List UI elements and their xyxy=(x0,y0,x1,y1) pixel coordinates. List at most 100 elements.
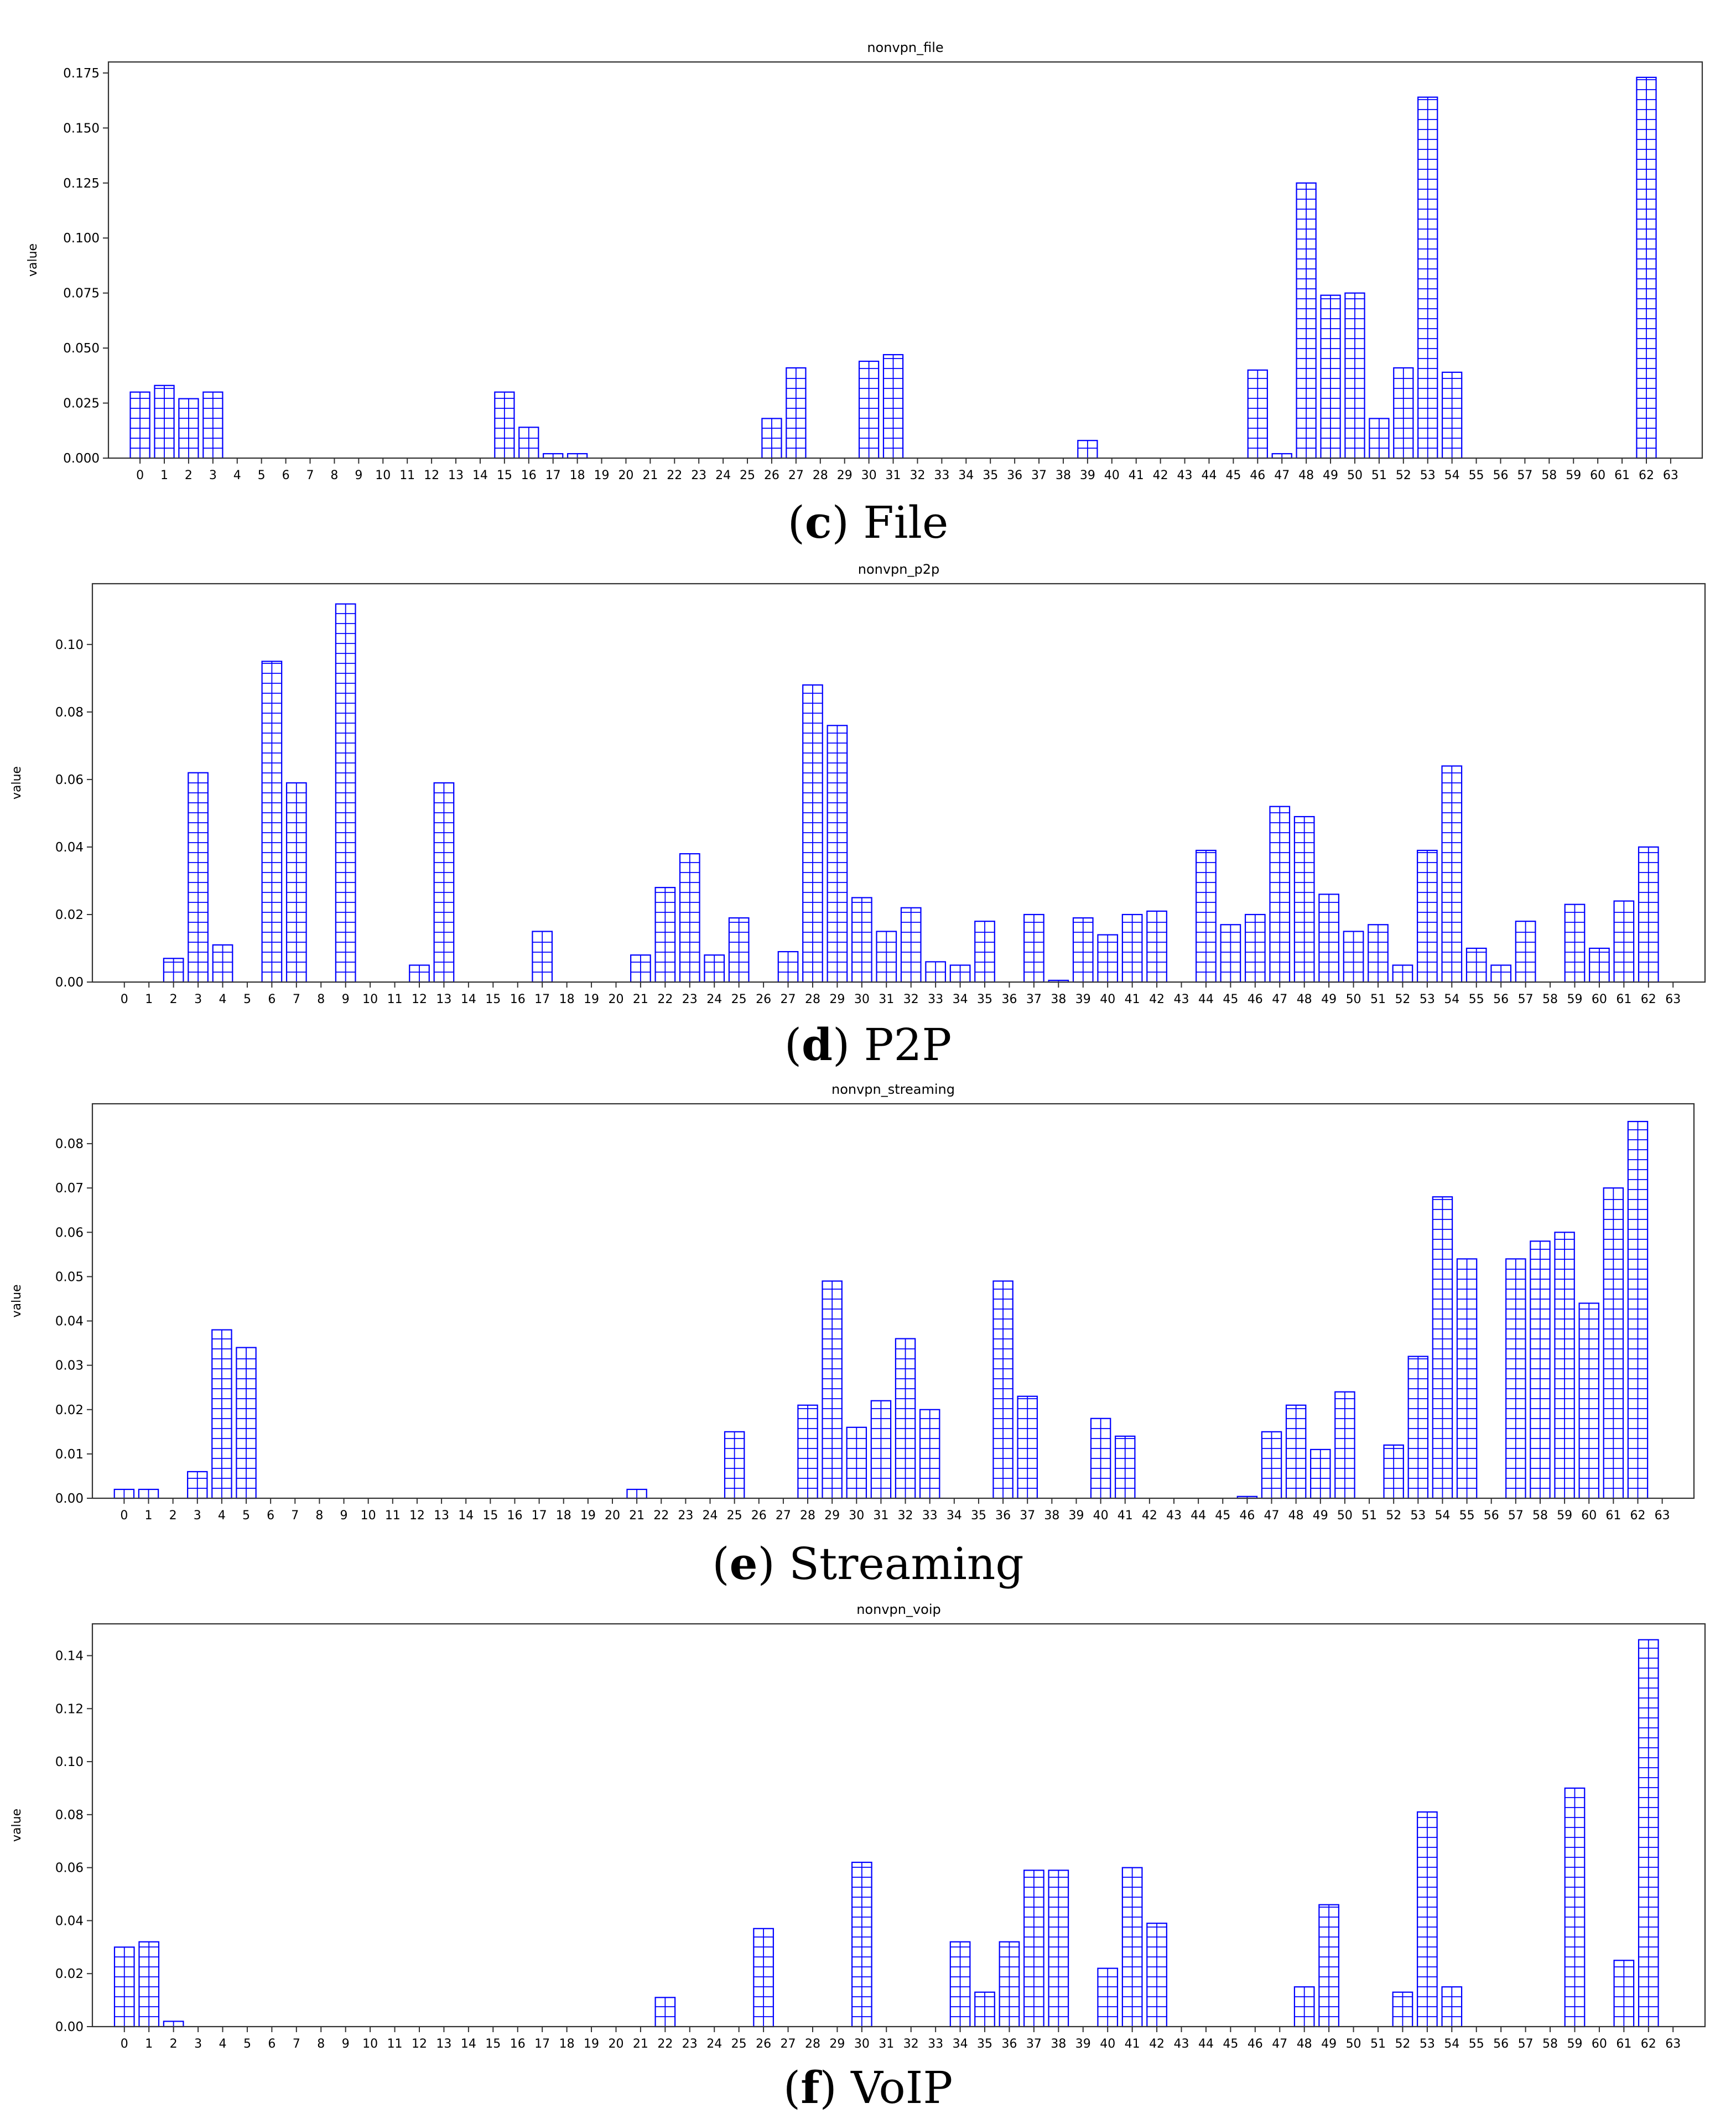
bar xyxy=(1048,1869,1069,2028)
y-tick-label: 0.04 xyxy=(55,840,84,855)
y-tick-label: 0.08 xyxy=(55,1808,84,1822)
x-tick-label: 38 xyxy=(1056,469,1071,482)
x-tick-label: 40 xyxy=(1104,469,1120,482)
x-tick-label: 61 xyxy=(1614,469,1630,482)
x-tick-label: 19 xyxy=(594,469,610,482)
x-tick-label: 31 xyxy=(879,2037,894,2051)
bar xyxy=(1244,913,1266,983)
x-tick-label: 38 xyxy=(1051,2037,1066,2051)
x-tick-label: 58 xyxy=(1542,2037,1558,2051)
bar xyxy=(786,367,807,459)
y-tick-label: 0.10 xyxy=(55,638,84,652)
bar xyxy=(1441,1986,1463,2028)
x-tick-label: 49 xyxy=(1321,993,1337,1006)
x-tick-label: 43 xyxy=(1177,469,1193,482)
bar xyxy=(797,1404,818,1499)
bar xyxy=(1023,1869,1044,2028)
bar xyxy=(1196,849,1217,983)
x-tick-label: 4 xyxy=(233,469,241,482)
x-tick-label: 7 xyxy=(306,469,314,482)
x-tick-label: 9 xyxy=(342,2037,350,2051)
x-tick-label: 57 xyxy=(1517,469,1532,482)
x-tick-label: 29 xyxy=(829,2037,845,2051)
bar xyxy=(1023,913,1044,983)
bar xyxy=(1220,924,1241,983)
x-tick-label: 48 xyxy=(1298,469,1314,482)
bar xyxy=(1456,1258,1478,1499)
x-tick-label: 33 xyxy=(928,2037,943,2051)
bar xyxy=(1441,371,1463,459)
x-tick-label: 13 xyxy=(448,469,464,482)
bar xyxy=(1515,921,1536,983)
x-tick-label: 14 xyxy=(458,1509,474,1523)
x-tick-label: 53 xyxy=(1420,993,1435,1006)
bar xyxy=(1638,846,1659,983)
x-tick-label: 32 xyxy=(898,1509,913,1523)
bar xyxy=(129,391,150,459)
bar xyxy=(1114,1435,1136,1499)
bar xyxy=(518,427,539,459)
bar xyxy=(1121,1867,1143,2028)
x-tick-label: 47 xyxy=(1272,2037,1287,2051)
chart-title: nonvpn_file xyxy=(867,40,943,55)
bar xyxy=(212,944,233,983)
panel-caption-text: VoIP xyxy=(851,2062,953,2113)
bar xyxy=(1334,1391,1355,1499)
x-tick-label: 3 xyxy=(194,1509,201,1523)
x-tick-label: 53 xyxy=(1420,2037,1435,2051)
x-tick-label: 42 xyxy=(1153,469,1168,482)
x-tick-label: 0 xyxy=(121,2037,128,2051)
panel-caption-text: Streaming xyxy=(789,1538,1024,1590)
x-tick-label: 41 xyxy=(1125,993,1140,1006)
bar xyxy=(724,1431,745,1499)
x-tick-label: 25 xyxy=(727,1509,742,1523)
bar xyxy=(1636,76,1657,459)
x-tick-label: 9 xyxy=(342,993,350,1006)
x-tick-label: 24 xyxy=(703,1509,718,1523)
bar xyxy=(113,1946,135,2028)
panel-caption-text: P2P xyxy=(864,1019,952,1071)
x-tick-label: 55 xyxy=(1469,469,1484,482)
x-tick-label: 35 xyxy=(977,993,992,1006)
x-tick-label: 39 xyxy=(1068,1509,1084,1523)
x-tick-label: 28 xyxy=(800,1509,815,1523)
y-tick-label: 0.125 xyxy=(63,176,100,191)
x-tick-label: 5 xyxy=(243,993,251,1006)
bar xyxy=(1490,964,1512,983)
chart-panel-voip: nonvpn_voip value 0.00 0.02 0.04 0.06 0.08 0.10… xyxy=(0,1593,1736,2124)
x-tick-label: 26 xyxy=(756,993,771,1006)
y-tick-label: 0.000 xyxy=(63,451,100,466)
y-tick-label: 0.02 xyxy=(55,908,84,922)
x-tick-label: 11 xyxy=(387,993,403,1006)
bar xyxy=(728,917,750,983)
bar xyxy=(858,360,880,459)
x-tick-label: 32 xyxy=(909,469,925,482)
x-tick-label: 30 xyxy=(854,993,870,1006)
x-tick-label: 13 xyxy=(434,1509,449,1523)
x-tick-label: 33 xyxy=(922,1509,938,1523)
bar xyxy=(1416,849,1438,983)
bar xyxy=(566,453,588,459)
y-tick-label: 0.04 xyxy=(55,1914,84,1928)
x-tick-label: 15 xyxy=(497,469,512,482)
x-tick-label: 50 xyxy=(1347,469,1363,482)
panel-caption: (d) P2P xyxy=(784,1019,952,1071)
x-tick-label: 11 xyxy=(385,1509,401,1523)
x-tick-label: 27 xyxy=(788,469,804,482)
x-tick-label: 56 xyxy=(1493,993,1509,1006)
x-tick-label: 63 xyxy=(1663,469,1678,482)
x-tick-label: 31 xyxy=(873,1509,888,1523)
bar xyxy=(1564,1787,1586,2028)
bar xyxy=(1293,1986,1315,2028)
y-tick-label: 0.02 xyxy=(55,1403,84,1417)
x-tick-label: 46 xyxy=(1239,1509,1255,1523)
panel-caption: (c) File xyxy=(787,496,949,548)
x-tick-label: 22 xyxy=(657,993,673,1006)
bar xyxy=(900,907,922,983)
chart-panel-streaming: nonvpn_streaming value 0.00 0.01 0.02 0.03 0.0… xyxy=(0,1073,1736,1599)
bar xyxy=(1247,369,1268,459)
x-tick-label: 36 xyxy=(995,1509,1011,1523)
bar xyxy=(1269,806,1291,983)
x-tick-label: 23 xyxy=(682,993,698,1006)
x-tick-label: 5 xyxy=(243,2037,251,2051)
